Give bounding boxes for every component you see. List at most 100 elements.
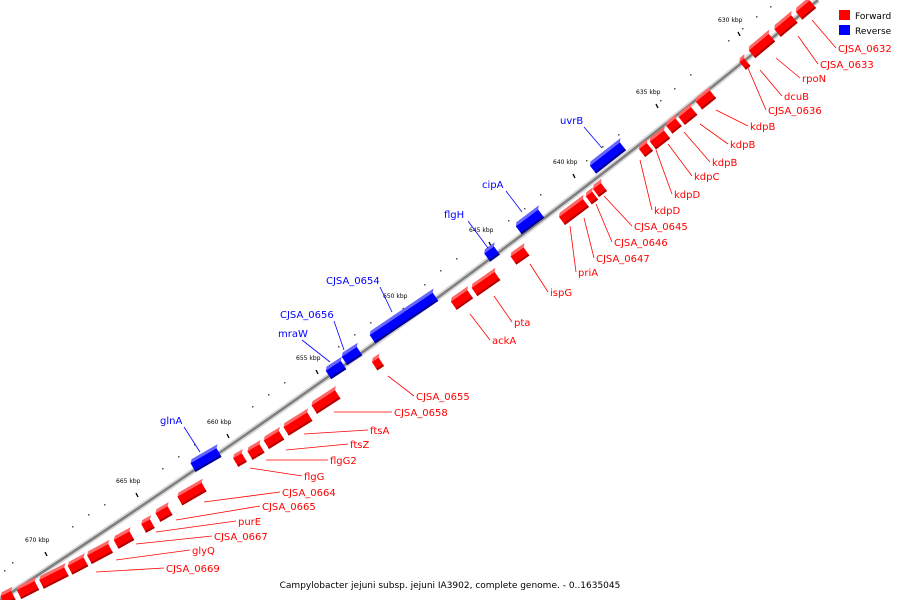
forward-gene-label: CJSA_0645: [634, 222, 688, 233]
forward-gene-label: kdpD: [654, 206, 680, 217]
forward-gene: [67, 553, 89, 575]
forward-gene-leader: [595, 203, 613, 243]
forward-gene: [263, 426, 285, 450]
tick-label: 645 kbp: [469, 227, 494, 234]
forward-gene-leader: [155, 520, 237, 533]
minor-tick: [252, 406, 254, 408]
minor-tick: [728, 40, 730, 42]
forward-gene-leader: [493, 295, 513, 323]
major-tick: [44, 551, 48, 557]
forward-gene-label: CJSA_0669: [166, 564, 220, 575]
major-tick: [572, 173, 576, 179]
forward-gene: [39, 563, 69, 589]
forward-gene-label: CJSA_0664: [282, 488, 336, 499]
minor-tick: [12, 562, 14, 564]
minor-tick: [524, 208, 526, 210]
minor-tick: [456, 258, 458, 260]
major-tick: [737, 31, 741, 37]
forward-gene-leader: [529, 263, 549, 293]
forward-gene-label: glyQ: [192, 546, 215, 557]
forward-gene: [177, 478, 207, 506]
forward-gene-label: kdpD: [674, 190, 700, 201]
forward-gene-label: ispG: [550, 288, 572, 299]
minor-tick: [440, 270, 442, 272]
reverse-gene-label: CJSA_0656: [280, 310, 334, 321]
forward-gene-leader: [639, 159, 653, 211]
forward-gene-label: CJSA_0632: [838, 44, 892, 55]
forward-gene: [16, 576, 40, 599]
forward-gene-label: rpoN: [802, 74, 826, 85]
legend: Forward Reverse: [839, 10, 892, 37]
forward-gene-label: ackA: [492, 336, 516, 347]
tick-label: 655 kbp: [296, 355, 321, 362]
reverse-gene: [589, 138, 627, 174]
minor-tick: [338, 346, 340, 348]
forward-gene-label: CJSA_0646: [614, 238, 668, 249]
reverse-gene-leader: [379, 286, 393, 313]
major-tick: [226, 433, 230, 439]
forward-gene: [774, 10, 798, 37]
forward-gene-label: flgG: [304, 472, 324, 483]
tick-label: 660 kbp: [207, 419, 232, 426]
minor-tick: [742, 28, 744, 30]
forward-gene-label: CJSA_0667: [214, 532, 268, 543]
forward-gene-leader: [115, 549, 191, 561]
minor-tick: [770, 6, 772, 8]
reverse-gene-label: CJSA_0654: [326, 276, 380, 287]
tick-label: 650 kbp: [383, 293, 408, 300]
forward-gene: [141, 515, 155, 533]
forward-gene: [233, 449, 247, 467]
minor-tick: [690, 74, 692, 76]
forward-gene-leader: [469, 313, 491, 341]
reverse-gene: [484, 242, 500, 262]
legend-forward-swatch: [839, 10, 850, 20]
major-tick: [135, 492, 139, 498]
minor-tick: [756, 16, 758, 18]
forward-gene: [695, 86, 717, 110]
major-tick: [315, 369, 319, 375]
forward-gene-label: dcuB: [784, 92, 809, 103]
tick-label: 665 kbp: [116, 478, 141, 485]
genome-footer: Campylobacter jejuni subsp. jejuni IA390…: [280, 581, 621, 591]
minor-tick: [162, 468, 164, 470]
forward-gene: [87, 539, 113, 565]
reverse-gene-label: glnA: [160, 416, 182, 427]
tick-label: 670 kbp: [25, 537, 50, 544]
forward-gene: [748, 29, 776, 59]
labels-layer: CJSA_0632 CJSA_0633 rpoN dcuB CJSA_0636 kdpB k…: [95, 19, 892, 575]
tick-label: 635 kbp: [636, 89, 661, 96]
minor-tick: [268, 394, 270, 396]
forward-gene-leader: [175, 505, 261, 521]
forward-gene-leader: [747, 67, 767, 111]
forward-gene: [311, 386, 341, 414]
reverse-gene: [325, 356, 347, 380]
forward-gene: [450, 285, 474, 310]
reverse-gene-leader: [467, 220, 489, 249]
reverse-gene-label: cipA: [482, 180, 504, 191]
forward-gene-leader: [683, 131, 711, 163]
forward-gene-label: CJSA_0633: [820, 60, 874, 71]
forward-gene: [649, 126, 671, 150]
reverse-gene: [369, 288, 439, 344]
forward-gene: [155, 502, 173, 522]
forward-gene-label: ftsA: [370, 426, 389, 437]
forward-gene: [113, 527, 135, 549]
minor-tick: [586, 160, 588, 162]
minor-tick: [602, 146, 604, 148]
forward-gene-label: kdpB: [712, 158, 737, 169]
forward-gene-leader: [775, 57, 801, 79]
forward-gene: [585, 187, 599, 205]
minor-tick: [4, 570, 6, 572]
reverse-gene: [515, 205, 545, 235]
forward-gene-label: CJSA_0647: [596, 254, 650, 265]
legend-reverse-label: Reverse: [855, 27, 892, 37]
forward-gene-leader: [135, 535, 213, 545]
minor-tick: [370, 322, 372, 324]
forward-gene-label: priA: [578, 268, 598, 279]
minor-tick: [88, 514, 90, 516]
forward-gene-leader: [285, 443, 349, 451]
minor-tick: [618, 134, 620, 136]
forward-gene-label: kdpB: [750, 122, 775, 133]
forward-gene-leader: [603, 195, 633, 227]
